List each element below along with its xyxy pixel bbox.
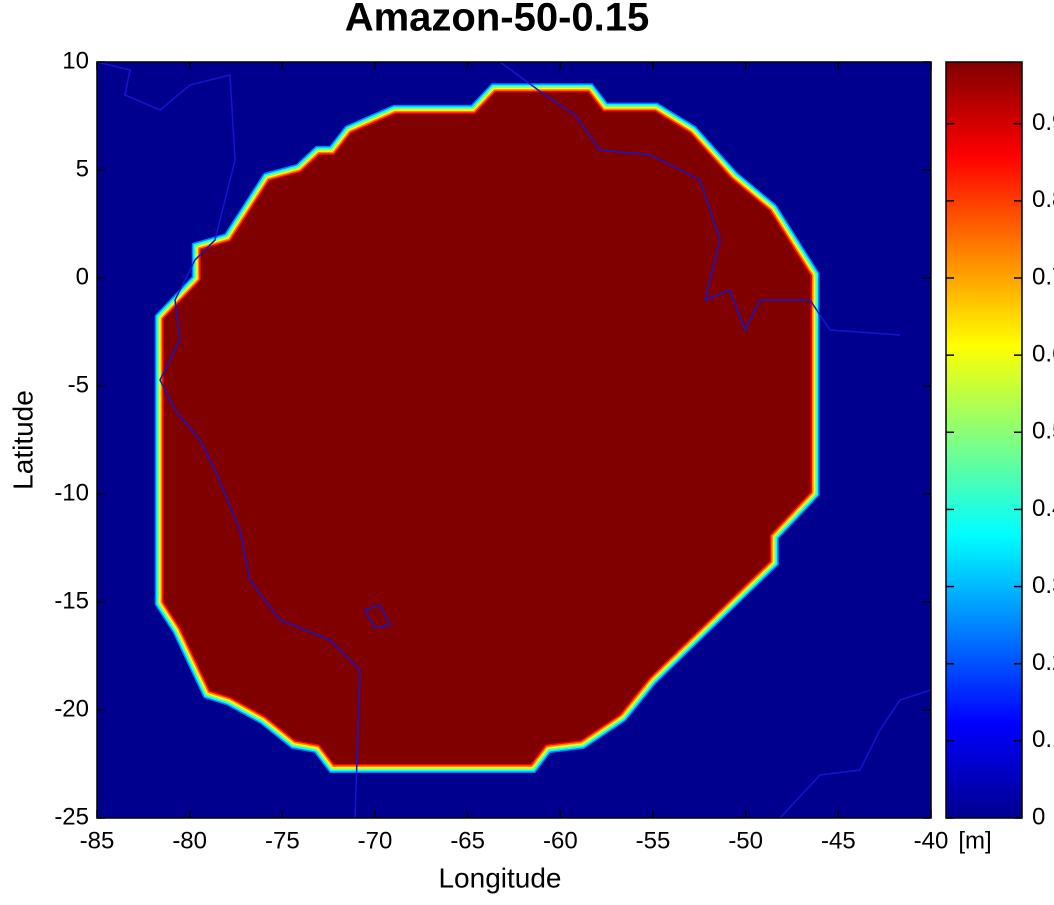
y-tick-label: -20: [54, 695, 89, 722]
colorbar-tick-label: 0: [1032, 803, 1045, 830]
region: [163, 92, 811, 765]
y-tick-label: -15: [54, 587, 89, 614]
chart-title: Amazon-50-0.15: [345, 0, 650, 40]
colorbar-tick-label: 0.8: [1032, 186, 1054, 213]
y-tick-label: -5: [68, 371, 89, 398]
x-tick-label: -55: [636, 827, 671, 854]
y-axis-label: Latitude: [7, 390, 38, 490]
x-tick-label: -70: [358, 827, 393, 854]
coastline: [499, 62, 901, 336]
x-axis-label: Longitude: [438, 862, 561, 893]
y-tick-label: -10: [54, 479, 89, 506]
colorbar-tick-label: 0.9: [1032, 109, 1054, 136]
colorbar-tick-label: 0.3: [1032, 572, 1054, 599]
x-tick-label: -65: [450, 827, 485, 854]
x-tick-label: -85: [80, 827, 115, 854]
colorbar-tick-label: 0.4: [1032, 495, 1054, 522]
x-tick-label: -50: [728, 827, 763, 854]
coastline: [363, 604, 392, 629]
x-tick-label: -40: [914, 827, 949, 854]
x-tick-label: -60: [543, 827, 578, 854]
y-tick-label: -25: [54, 803, 89, 830]
x-tick-label: -80: [172, 827, 207, 854]
x-tick-label: -75: [265, 827, 300, 854]
colorbar-tick-label: 0.2: [1032, 649, 1054, 676]
x-tick-label: -45: [821, 827, 856, 854]
colorbar: [945, 61, 1023, 819]
colorbar-tick-label: 0.1: [1032, 726, 1054, 753]
coastline: [97, 62, 361, 818]
y-tick-label: 0: [76, 263, 89, 290]
y-tick-label: 5: [76, 155, 89, 182]
plot-frame: [96, 61, 932, 819]
colorbar-tick-label: 0.6: [1032, 340, 1054, 367]
colorbar-tick-label: 0.7: [1032, 263, 1054, 290]
y-tick-label: 10: [62, 47, 89, 74]
colorbar-label: [m]: [958, 827, 991, 854]
coastline: [779, 689, 931, 818]
plot-area: [97, 62, 931, 818]
colorbar-tick-label: 0.5: [1032, 418, 1054, 445]
